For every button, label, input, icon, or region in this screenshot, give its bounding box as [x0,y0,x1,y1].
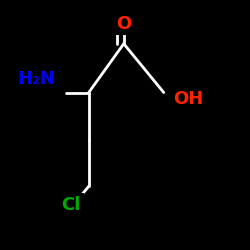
Text: Cl: Cl [62,196,81,214]
Text: O: O [116,15,132,33]
Text: H₂N: H₂N [17,70,55,88]
Text: OH: OH [174,90,204,108]
